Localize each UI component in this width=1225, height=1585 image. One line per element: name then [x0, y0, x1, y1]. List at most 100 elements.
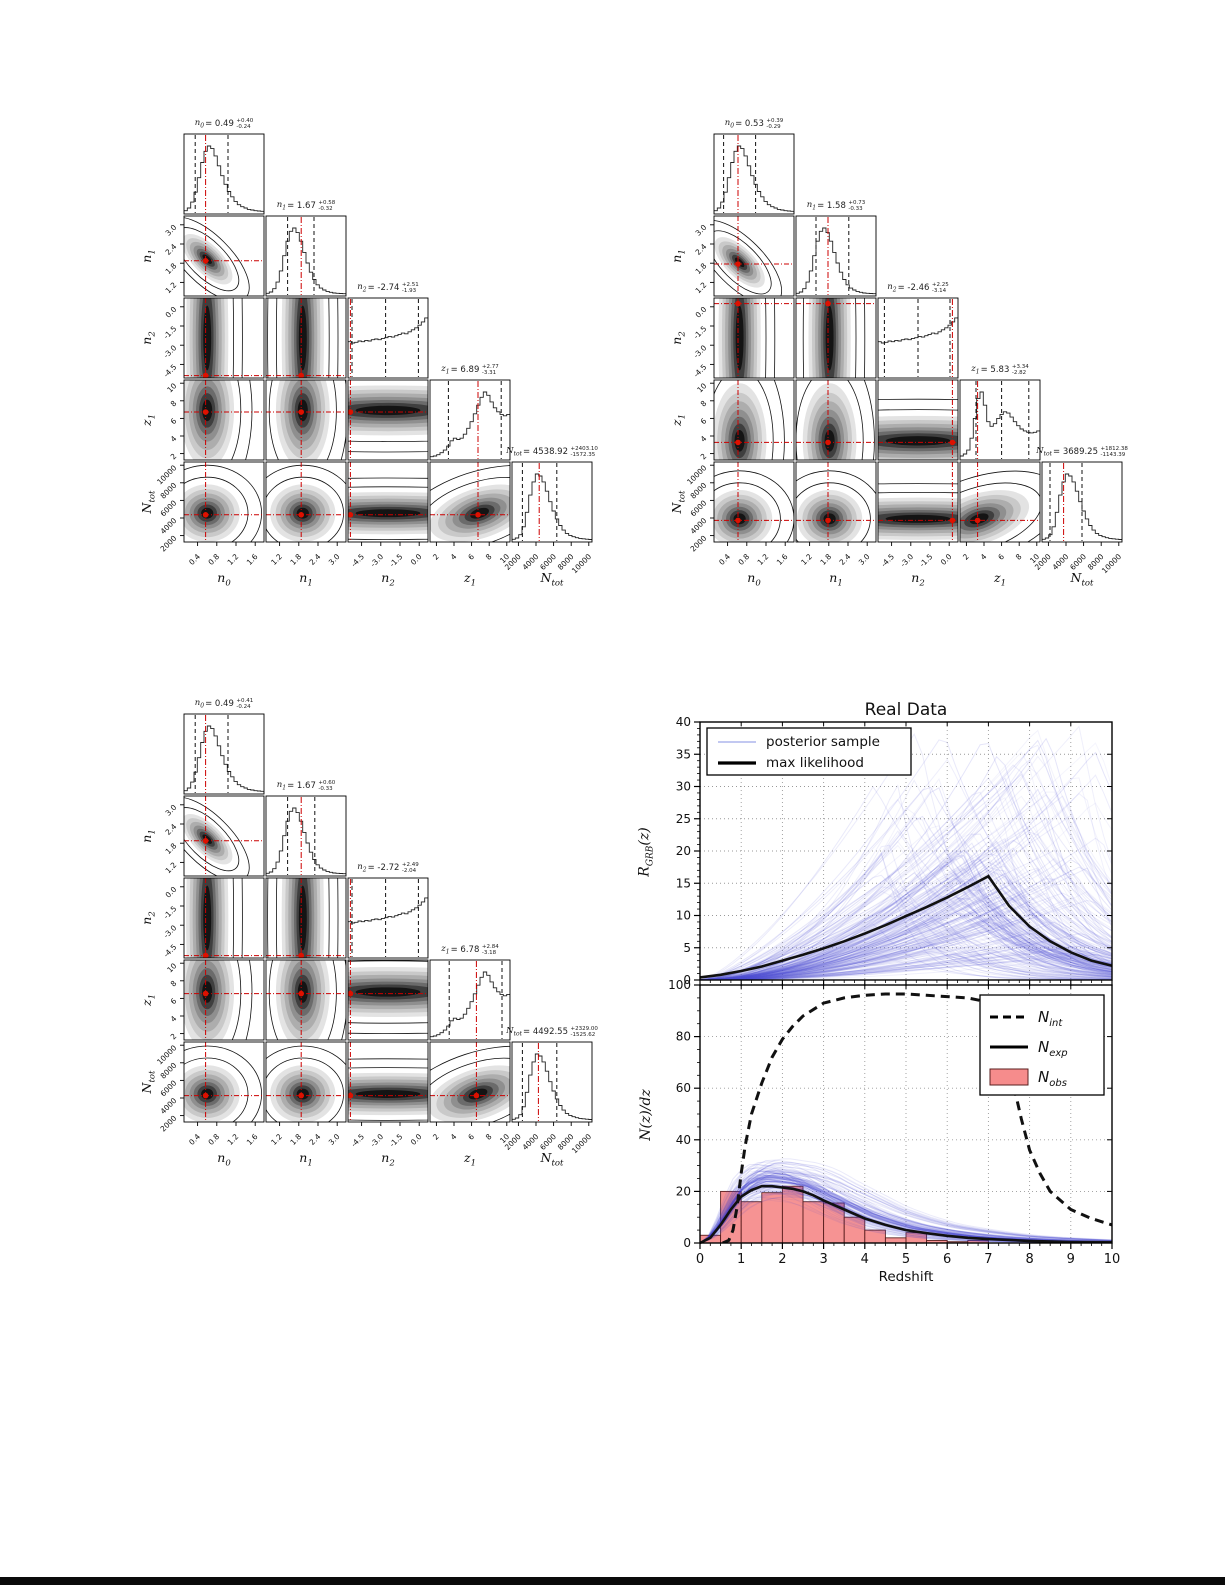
svg-text:2.4: 2.4 [164, 822, 179, 837]
svg-text:6000: 6000 [1068, 552, 1088, 572]
svg-text:0.8: 0.8 [206, 1132, 221, 1147]
svg-text:1.2: 1.2 [164, 860, 179, 875]
svg-text:0.0: 0.0 [409, 552, 424, 567]
diag-title-n2: n2 = -2.74 +2.51 -1.93 [357, 282, 419, 294]
y-axis-label-n2: n2 [669, 331, 688, 344]
svg-text:10000: 10000 [685, 463, 708, 486]
diag-hist-panel [184, 135, 264, 213]
svg-text:-4.5: -4.5 [349, 1132, 366, 1149]
y-axis-label-n1: n1 [139, 829, 158, 842]
corner-plot-3: 1.2 1.8 2.4 3.0 -4.5 -3.0 -1.5 0.0 2 4 6 8 10 0.4 0.8 1… [138, 694, 608, 1199]
svg-text:1.2: 1.2 [694, 280, 709, 295]
svg-text:2000: 2000 [159, 1113, 179, 1133]
real-data-title: Real Data [864, 700, 948, 720]
param-symbol: n1 [138, 829, 158, 843]
svg-text:-1.5: -1.5 [388, 552, 405, 569]
contour-panel [266, 960, 346, 1040]
diag-hist-panel [714, 135, 794, 213]
contour-panel [714, 462, 794, 542]
svg-text:8: 8 [1014, 552, 1024, 562]
diag-hist-panel [796, 217, 876, 295]
svg-text:8: 8 [484, 1132, 494, 1142]
contour-panel [184, 1042, 264, 1122]
svg-text:0.4: 0.4 [187, 1132, 202, 1147]
param-symbol: n1 [138, 249, 158, 263]
svg-text:1.8: 1.8 [818, 552, 833, 567]
svg-text:1.2: 1.2 [269, 1132, 284, 1147]
svg-text:30: 30 [676, 780, 691, 794]
svg-text:6000: 6000 [159, 498, 179, 518]
svg-text:max likelihood: max likelihood [766, 755, 864, 771]
svg-text:-1.5: -1.5 [162, 324, 179, 341]
svg-text:6000: 6000 [538, 552, 558, 572]
param-symbol: n2 [357, 282, 367, 294]
contour-panel [184, 380, 264, 460]
contour-panel [714, 298, 794, 378]
param-symbol: z1 [668, 413, 688, 427]
contour-panel [714, 380, 794, 460]
svg-text:-4.5: -4.5 [162, 362, 179, 379]
svg-text:2: 2 [431, 552, 441, 562]
svg-text:2: 2 [169, 1031, 179, 1041]
y-axis-label-z1: z1 [139, 414, 158, 426]
svg-text:6: 6 [699, 416, 709, 426]
diag-title-z1: z1 = 6.89 +2.77 -3.31 [441, 364, 499, 376]
contour-panel [430, 1042, 510, 1122]
param-symbol: n0 [194, 118, 205, 130]
svg-text:7: 7 [984, 1252, 992, 1267]
svg-text:2: 2 [699, 451, 709, 461]
svg-text:6: 6 [466, 1132, 476, 1142]
param-symbol: Ntot [138, 1070, 158, 1094]
diag-title-Ntot: Ntot = 3689.25 +1812.38 -1143.39 [1036, 446, 1128, 458]
svg-text:-3.0: -3.0 [692, 343, 709, 360]
svg-text:6: 6 [466, 552, 476, 562]
svg-text:Nobs: Nobs [1038, 1068, 1067, 1089]
svg-text:1.6: 1.6 [245, 1132, 260, 1147]
svg-text:4000: 4000 [689, 516, 709, 536]
param-symbol: n1 [276, 200, 287, 212]
x-axis-label-n2: n2 [381, 1150, 394, 1169]
svg-text:20: 20 [676, 1184, 691, 1198]
svg-text:4: 4 [169, 1014, 179, 1024]
x-axis-label-n2: n2 [381, 570, 394, 589]
svg-text:6000: 6000 [689, 498, 709, 518]
svg-text:3.0: 3.0 [694, 223, 709, 238]
x-axis-label-n1: n1 [829, 570, 842, 589]
svg-text:8: 8 [1025, 1252, 1033, 1267]
svg-text:3: 3 [819, 1252, 827, 1267]
svg-text:4000: 4000 [521, 552, 541, 572]
param-symbol: Ntot [1070, 570, 1094, 589]
svg-text:Nint: Nint [1038, 1008, 1063, 1029]
diag-hist-panel [348, 879, 428, 957]
x-axis-label-Ntot: Ntot [1071, 570, 1094, 589]
param-symbol: z1 [463, 570, 477, 589]
legend-bottom: Nint Nexp Nobs [979, 994, 1105, 1096]
svg-text:4: 4 [169, 434, 179, 444]
svg-text:6: 6 [943, 1252, 951, 1267]
svg-text:0.0: 0.0 [694, 305, 709, 320]
param-symbol: n1 [299, 1150, 313, 1169]
svg-text:25: 25 [676, 812, 691, 826]
diag-hist-panel [266, 797, 346, 875]
svg-text:9: 9 [1067, 1252, 1075, 1267]
x-axis-label-n0: n0 [217, 570, 230, 589]
legend-top: posterior sample max likelihood [706, 727, 912, 776]
svg-text:-1.5: -1.5 [162, 904, 179, 921]
redshift-axis-label: Redshift [878, 1269, 934, 1285]
contour-panel [266, 878, 346, 958]
diag-title-Ntot: Ntot = 4492.55 +2329.00 -1525.62 [506, 1026, 598, 1038]
svg-text:-1.5: -1.5 [692, 324, 709, 341]
svg-text:6: 6 [169, 416, 179, 426]
svg-text:2: 2 [778, 1252, 786, 1267]
nobs-histogram [700, 1185, 989, 1243]
x-axis-label-n0: n0 [747, 570, 760, 589]
param-symbol: Ntot [540, 570, 564, 589]
svg-text:80: 80 [676, 1030, 691, 1044]
contour-panel [266, 380, 346, 460]
max-likelihood-line [699, 874, 1113, 979]
svg-text:10: 10 [165, 381, 178, 394]
svg-text:8: 8 [169, 979, 179, 989]
param-symbol: z1 [441, 364, 450, 376]
diag-title-n2: n2 = -2.72 +2.49 -2.04 [357, 862, 419, 874]
